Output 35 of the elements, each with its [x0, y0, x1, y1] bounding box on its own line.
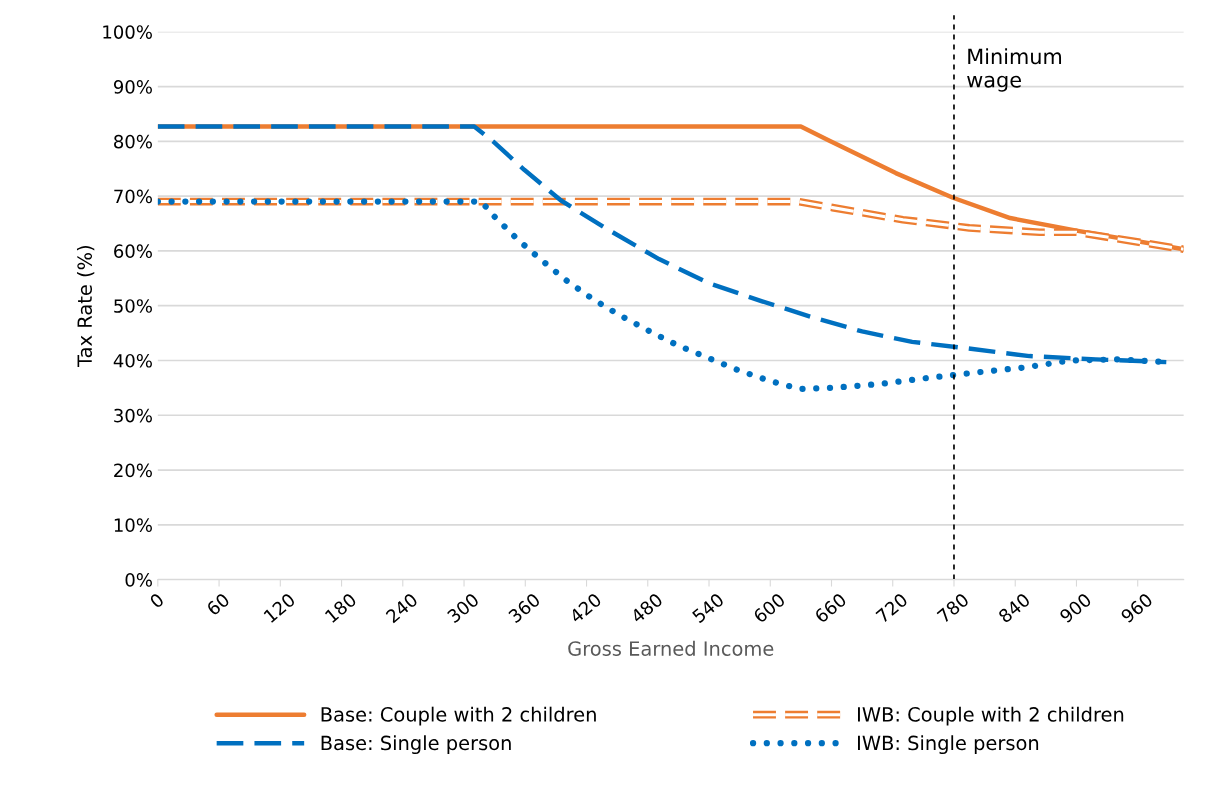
- legend-label: Base: Couple with 2 children: [321, 706, 596, 726]
- x-tick-label: 660: [813, 592, 848, 624]
- x-tick-label: 600: [752, 592, 786, 624]
- x-tick-label: 720: [875, 592, 909, 624]
- y-tick-label: 40%: [113, 353, 152, 368]
- x-tick-label: 300: [446, 592, 480, 624]
- x-tick-label: 240: [385, 592, 419, 624]
- y-tick-label: 10%: [114, 518, 152, 532]
- y-tick-label: 0%: [125, 573, 152, 587]
- x-tick-label: 420: [568, 592, 603, 624]
- y-tick-label: 30%: [114, 408, 152, 423]
- y-tick-label: 60%: [114, 244, 152, 259]
- x-tick-label: 60: [205, 592, 231, 617]
- legend-label: IWB: Single person: [858, 735, 1039, 755]
- legend-label: Base: Single person: [321, 735, 511, 755]
- ref-line-label: Minimum wage: [967, 48, 1062, 92]
- x-tick-label: 120: [263, 592, 296, 624]
- x-tick-label: 960: [1119, 592, 1154, 624]
- x-tick-label: 0: [148, 592, 165, 609]
- y-tick-label: 100%: [103, 25, 152, 39]
- x-tick-label: 180: [324, 592, 358, 624]
- x-tick-label: 540: [691, 592, 725, 624]
- y-tick-label: 70%: [114, 189, 152, 204]
- x-tick-label: 360: [507, 592, 541, 624]
- x-tick-label: 780: [936, 592, 970, 624]
- x-tick-label: 480: [629, 592, 664, 624]
- legend-label: IWB: Couple with 2 children: [858, 706, 1124, 726]
- y-tick-label: 90%: [113, 80, 152, 94]
- y-tick-label: 20%: [114, 463, 152, 478]
- y-tick-label: 50%: [114, 299, 152, 313]
- y-axis-title: Tax Rate (%): [76, 246, 95, 368]
- y-tick-label: 80%: [114, 134, 152, 149]
- x-axis-title: Gross Earned Income: [568, 640, 774, 656]
- x-tick-label: 840: [997, 592, 1031, 624]
- x-tick-label: 900: [1058, 592, 1093, 624]
